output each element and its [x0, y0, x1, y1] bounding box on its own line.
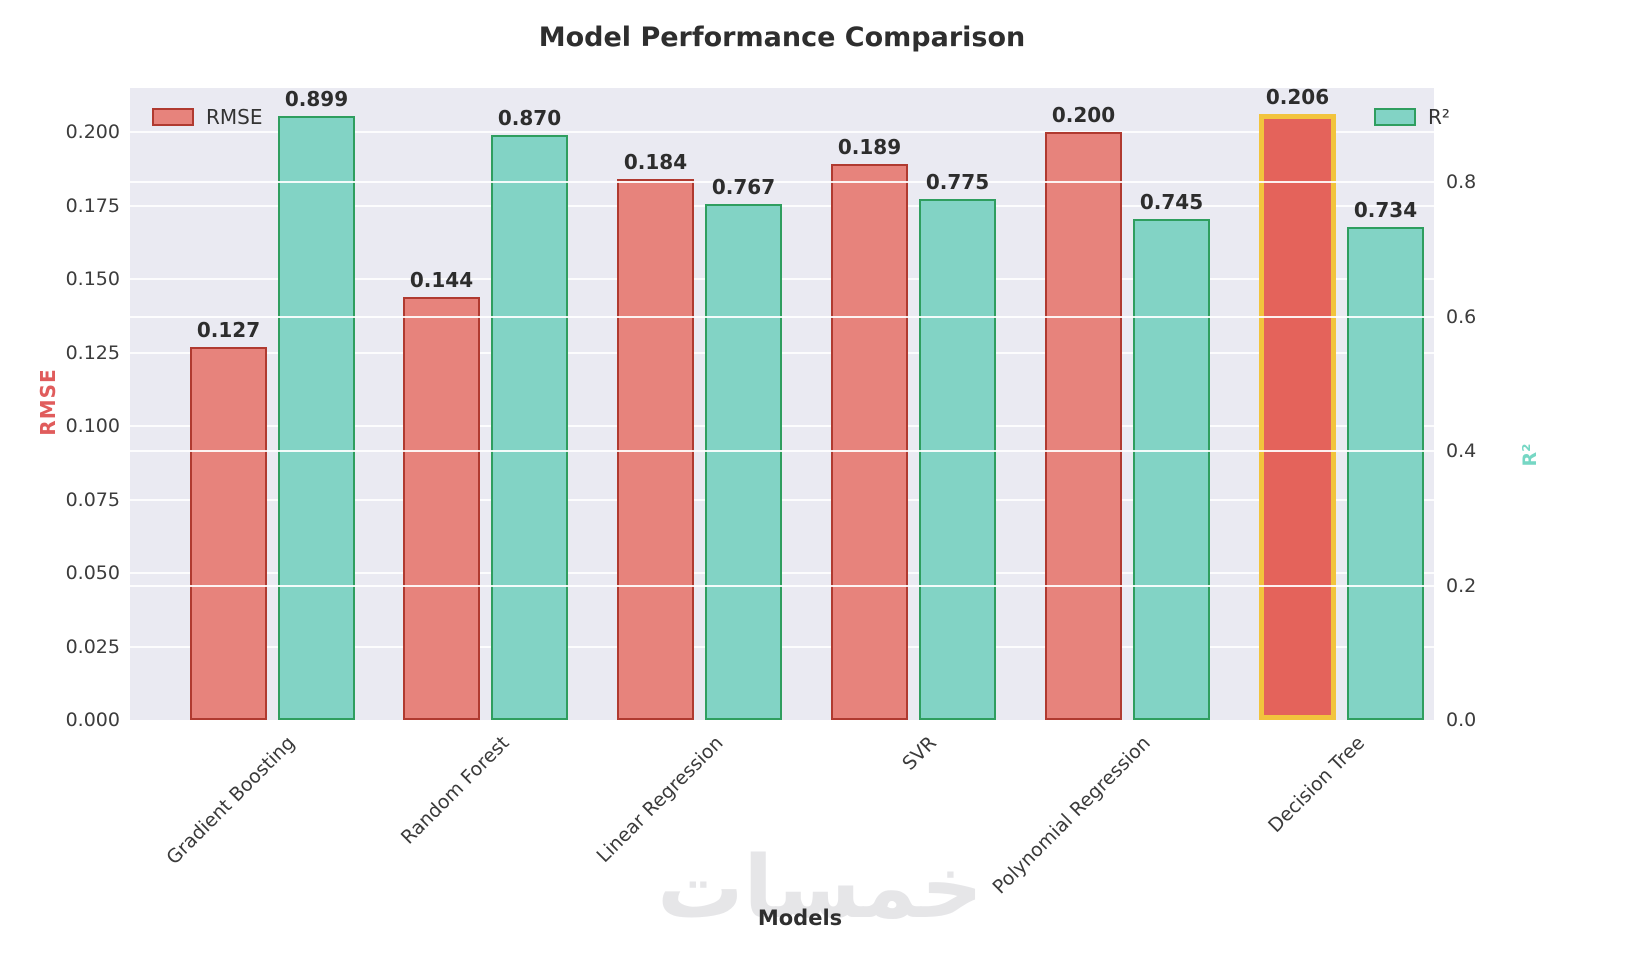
x-tick-label: Random Forest	[396, 732, 514, 849]
left-y-tick-label: 0.200	[65, 121, 120, 144]
left-y-tick-label: 0.000	[65, 709, 120, 731]
bar-value-label: 0.200	[1051, 103, 1116, 127]
gridline-right-axis	[130, 181, 1434, 184]
bar-value-label: 0.870	[497, 106, 562, 130]
r2-bar-svr	[919, 199, 996, 720]
left-y-tick-label: 0.150	[65, 268, 120, 291]
x-tick-label: Decision Tree	[1264, 732, 1370, 838]
gridline-left-axis	[130, 278, 1434, 281]
right-y-tick-label: 0.8	[1446, 171, 1477, 194]
left-y-tick-label: 0.075	[65, 488, 120, 511]
chart-title: Model Performance Comparison	[538, 22, 1026, 53]
r2-bar-random-forest	[491, 135, 568, 720]
left-y-tick-label: 0.050	[65, 562, 120, 585]
gridline-right-axis	[130, 584, 1434, 587]
gridline-left-axis	[130, 498, 1434, 501]
gridline-left-axis	[130, 572, 1434, 575]
gridline-left-axis	[130, 425, 1434, 428]
bar-value-label: 0.144	[409, 268, 474, 292]
legend-rmse: RMSE	[152, 105, 262, 129]
r2-bar-decision-tree	[1347, 227, 1424, 720]
left-y-tick-label: 0.125	[65, 341, 120, 364]
rmse-bar-polynomial-regression	[1045, 132, 1122, 720]
left-y-tick-label: 0.175	[65, 194, 120, 217]
legend-r2: R²	[1374, 105, 1450, 129]
legend-rmse-swatch	[152, 108, 194, 126]
watermark-text: خمسات	[657, 838, 983, 938]
gridline-left-axis	[130, 645, 1434, 648]
x-tick-label: SVR	[898, 732, 942, 775]
bar-value-label: 0.734	[1353, 198, 1418, 222]
bar-value-label: 0.767	[711, 175, 776, 199]
right-y-tick-label: 0.4	[1446, 440, 1477, 463]
left-y-tick-label: 0.025	[65, 635, 120, 658]
bar-value-label: 0.775	[925, 170, 990, 194]
right-y-tick-label: 0.6	[1446, 305, 1477, 328]
x-axis-label: Models	[757, 906, 843, 930]
x-tick-label: Gradient Boosting	[162, 732, 300, 870]
gridline-left-axis	[130, 351, 1434, 354]
gridline-left-axis	[130, 204, 1434, 207]
rmse-bar-decision-tree	[1259, 114, 1336, 720]
right-y-tick-label: 0.0	[1446, 709, 1477, 731]
bar-value-label: 0.184	[623, 150, 688, 174]
plot-area	[130, 88, 1434, 720]
rmse-bar-svr	[831, 164, 908, 720]
gridline-left-axis	[130, 131, 1434, 134]
r2-bar-polynomial-regression	[1133, 219, 1210, 720]
rmse-bar-random-forest	[403, 297, 480, 720]
r2-bar-gradient-boosting	[278, 116, 355, 720]
bar-value-label: 0.745	[1139, 190, 1204, 214]
bar-value-label: 0.127	[196, 318, 261, 342]
legend-r2-swatch	[1374, 108, 1416, 126]
legend-r2-label: R²	[1428, 105, 1450, 129]
rmse-bar-linear-regression	[617, 179, 694, 720]
gridline-right-axis	[130, 450, 1434, 453]
bar-value-label: 0.206	[1265, 85, 1330, 109]
bar-value-label: 0.189	[837, 135, 902, 159]
bar-value-label: 0.899	[284, 87, 349, 111]
rmse-bar-gradient-boosting	[190, 347, 267, 720]
left-y-tick-label: 0.100	[65, 415, 120, 438]
right-y-tick-label: 0.2	[1446, 574, 1477, 597]
gridline-right-axis	[130, 315, 1434, 318]
r2-bar-linear-regression	[705, 204, 782, 720]
legend-rmse-label: RMSE	[206, 105, 263, 129]
